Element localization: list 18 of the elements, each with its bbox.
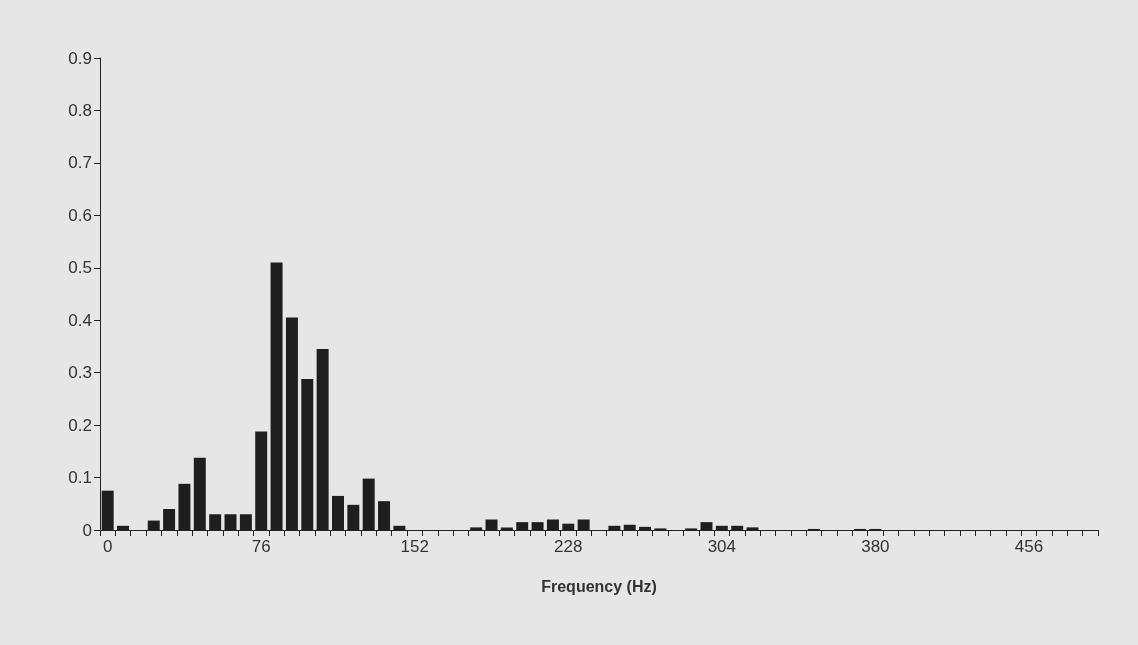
y-tick-label: 0: [82, 520, 92, 540]
x-tick-label: 456: [1014, 537, 1044, 556]
x-tick-label: 0: [102, 537, 113, 556]
y-tick-label: 0.6: [68, 205, 92, 225]
x-tick-label: 76: [251, 537, 271, 556]
y-tick-label: 0.1: [68, 468, 92, 488]
x-axis-title: Frequency (Hz): [541, 577, 657, 595]
x-tick-label: 152: [400, 537, 429, 556]
y-tick-label: 0.2: [68, 415, 92, 435]
y-tick-label: 0.8: [68, 100, 92, 120]
x-tick-label: 304: [707, 537, 737, 556]
y-tick-label: 0.7: [68, 153, 92, 173]
y-tick-label: 0.5: [68, 258, 92, 278]
x-tick-label: 380: [861, 537, 890, 556]
x-tick-label: 228: [554, 537, 583, 556]
y-tick-label: 0.9: [68, 48, 92, 68]
y-tick-label: 0.4: [68, 310, 92, 330]
y-tick-label: 0.3: [68, 363, 92, 383]
